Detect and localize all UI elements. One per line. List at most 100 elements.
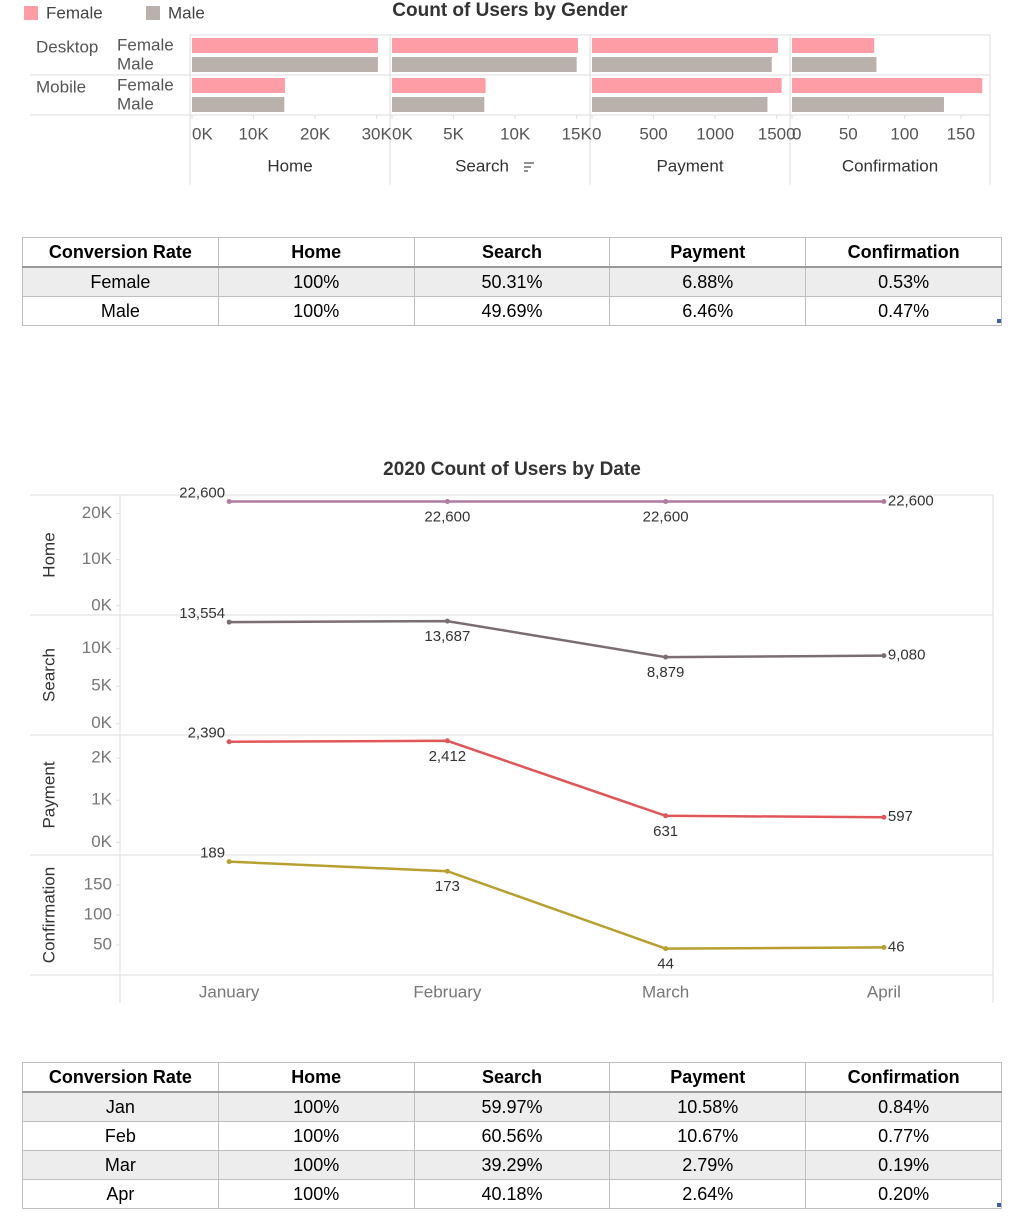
x-tick-label: 0 — [592, 124, 601, 143]
sort-icon — [524, 162, 534, 172]
x-tick-label: 1000 — [696, 124, 734, 143]
line-chart-title: 2020 Count of Users by Date — [383, 459, 641, 480]
panel-label: Confirmation — [842, 156, 938, 175]
table-cell: 0.77% — [805, 1121, 1002, 1151]
data-label: 8,879 — [647, 664, 685, 681]
table-cell: 60.56% — [413, 1121, 611, 1151]
table-cell: 100% — [217, 1150, 415, 1180]
header-row: Conversion Rate Home Search Payment Confirma… — [22, 1062, 1002, 1093]
point — [444, 498, 450, 504]
row-label: Female — [117, 35, 174, 54]
conversion-table: Conversion Rate Home Search Payment Confirma… — [22, 1062, 1002, 1209]
header-row: Conversion Rate Home Search Payment Confirma… — [22, 237, 1002, 268]
data-label: 13,687 — [424, 628, 470, 645]
bar — [192, 78, 285, 93]
data-label: 22,600 — [888, 492, 934, 509]
y-tick-label: 10K — [82, 549, 113, 568]
point — [226, 498, 232, 504]
table-row: Apr 100% 40.18% 2.64% 0.20% — [22, 1179, 1002, 1209]
line — [229, 860, 884, 950]
bar — [592, 38, 778, 53]
table-cell: 0.20% — [805, 1179, 1002, 1209]
panel-label: Confirmation — [39, 867, 58, 963]
table-cell: Apr — [22, 1179, 219, 1209]
data-label: 631 — [653, 823, 678, 840]
legend-swatch — [24, 6, 38, 20]
table-cell: 10.58% — [609, 1091, 807, 1122]
y-tick-label: 0K — [91, 595, 112, 614]
point — [226, 619, 232, 625]
table-row: Jan 100% 59.97% 10.58% 0.84% — [22, 1091, 1002, 1122]
bar — [392, 97, 485, 112]
y-tick-label: 2K — [91, 748, 112, 767]
header-cell: Conversion Rate — [22, 1062, 219, 1093]
line — [229, 619, 884, 659]
bar — [192, 57, 378, 72]
group-label: Mobile — [36, 77, 86, 96]
x-tick-label: February — [413, 982, 482, 1001]
panel-label: Search — [39, 648, 58, 702]
table-cell: 100% — [217, 266, 415, 297]
bar — [592, 78, 782, 93]
table-cell: 6.46% — [609, 296, 807, 326]
x-tick-label: 50 — [839, 124, 858, 143]
data-label: 22,600 — [643, 508, 689, 525]
point — [444, 738, 450, 744]
point — [226, 739, 232, 745]
bar — [392, 78, 486, 93]
y-tick-label: 150 — [84, 874, 112, 893]
table-cell: 0.84% — [805, 1091, 1002, 1122]
x-tick-label: April — [867, 982, 901, 1001]
table-row: Mar 100% 39.29% 2.79% 0.19% — [22, 1150, 1002, 1180]
bar — [392, 38, 578, 53]
table-row: Female 100% 50.31% 6.88% 0.53% — [22, 266, 1002, 297]
y-tick-label: 5K — [91, 676, 112, 695]
x-tick-label: 20K — [300, 124, 331, 143]
x-tick-label: 10K — [500, 124, 531, 143]
table-cell: 59.97% — [413, 1091, 611, 1122]
table-row: Feb 100% 60.56% 10.67% 0.77% — [22, 1121, 1002, 1151]
data-label: 46 — [888, 938, 905, 955]
group-label: Desktop — [36, 37, 98, 56]
point — [663, 654, 669, 660]
row-label: Male — [117, 54, 154, 73]
panel-label: Home — [267, 156, 312, 175]
table-cell: 49.69% — [413, 296, 611, 326]
x-tick-label: 10K — [238, 124, 269, 143]
table-cell: 0.47% — [805, 296, 1002, 326]
data-label: 597 — [888, 808, 913, 825]
data-label: 9,080 — [888, 647, 926, 664]
x-tick-label: 5K — [443, 124, 464, 143]
data-label: 22,600 — [179, 484, 225, 501]
header-cell: Confirmation — [805, 1062, 1002, 1093]
point — [881, 814, 887, 820]
y-tick-label: 20K — [82, 503, 113, 522]
x-tick-label: 0 — [792, 124, 801, 143]
row-label: Male — [117, 94, 154, 113]
legend-label: Male — [168, 3, 205, 22]
header-cell: Payment — [609, 237, 807, 268]
y-tick-label: 0K — [91, 832, 112, 851]
bar — [792, 38, 875, 53]
x-tick-label: 100 — [890, 124, 918, 143]
x-tick-label: 15K — [562, 124, 593, 143]
x-tick-label: 500 — [639, 124, 667, 143]
x-tick-label: January — [199, 982, 260, 1001]
data-label: 2,412 — [429, 748, 467, 765]
table-cell: 39.29% — [413, 1150, 611, 1180]
point — [444, 868, 450, 874]
x-tick-label: March — [642, 982, 689, 1001]
table-cell: 0.53% — [805, 266, 1002, 297]
legend-label: Female — [46, 3, 103, 22]
panel-label: Home — [39, 532, 58, 577]
header-cell: Confirmation — [805, 237, 1002, 268]
x-tick-label: 0K — [192, 124, 213, 143]
line — [229, 739, 884, 819]
table-cell: 100% — [217, 1121, 415, 1151]
point — [881, 498, 887, 504]
point — [663, 946, 669, 952]
bar — [792, 78, 983, 93]
table-cell: Mar — [22, 1150, 219, 1180]
